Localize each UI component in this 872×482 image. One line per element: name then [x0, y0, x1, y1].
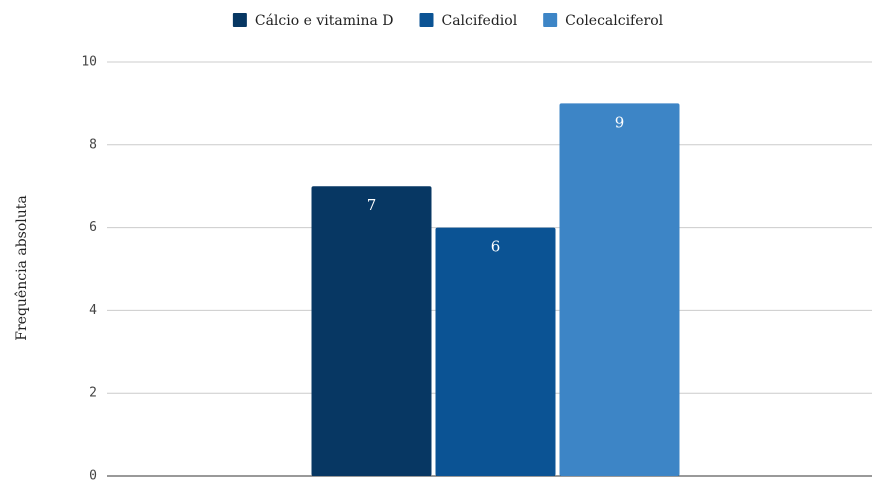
data-label: 6 [491, 238, 501, 256]
legend-swatch [419, 13, 434, 27]
y-tick-label: 6 [89, 220, 97, 235]
y-tick-label: 4 [89, 303, 97, 318]
legend-swatch [232, 13, 247, 27]
bar [435, 227, 556, 476]
y-tick-label: 0 [89, 469, 97, 482]
legend-label: Calcifediol [442, 13, 518, 29]
y-axis-label: Frequência absoluta [14, 195, 30, 340]
y-tick-label: 2 [89, 386, 97, 401]
bar [559, 103, 680, 477]
bar [311, 186, 432, 476]
data-label: 9 [615, 113, 625, 131]
legend-label: Cálcio e vitamina D [255, 13, 394, 29]
legend-label: Colecalciferol [565, 13, 663, 29]
y-tick-label: 10 [81, 55, 97, 70]
legend-swatch [543, 13, 558, 27]
y-tick-label: 8 [89, 137, 97, 152]
data-label: 7 [367, 196, 377, 214]
